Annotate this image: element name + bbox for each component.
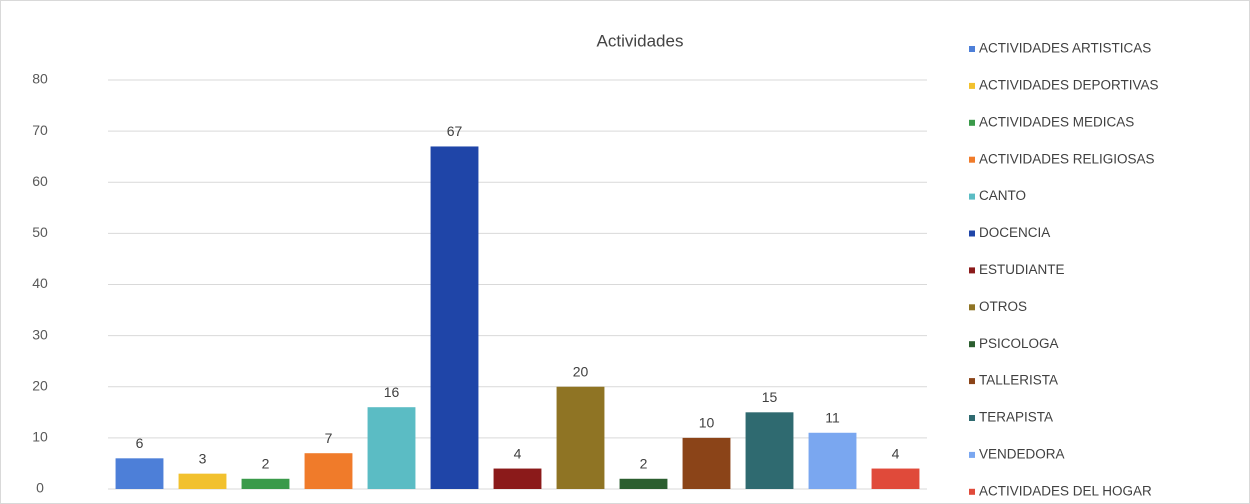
legend-swatch — [969, 378, 975, 385]
legend-label: ACTIVIDADES DEPORTIVAS — [979, 77, 1159, 92]
y-tick-label: 60 — [32, 173, 48, 189]
bar — [178, 473, 227, 489]
legend-label: OTROS — [979, 299, 1027, 314]
bar — [493, 468, 542, 489]
bar — [241, 478, 290, 489]
y-tick-label: 40 — [32, 275, 48, 291]
bar — [682, 437, 731, 489]
legend-label: ACTIVIDADES ARTISTICAS — [979, 41, 1151, 56]
bar — [115, 458, 164, 489]
y-tick-label: 30 — [32, 326, 48, 342]
legend-label: ESTUDIANTE — [979, 262, 1065, 277]
data-label: 7 — [325, 430, 333, 446]
y-tick-label: 0 — [36, 480, 44, 496]
legend-label: ACTIVIDADES MEDICAS — [979, 114, 1134, 129]
legend-label: PSICOLOGA — [979, 336, 1059, 351]
legend-label: VENDEDORA — [979, 446, 1065, 461]
legend-label: DOCENCIA — [979, 225, 1050, 240]
bar — [871, 468, 920, 489]
bar — [304, 453, 353, 489]
data-label: 11 — [825, 409, 840, 425]
data-label: 67 — [447, 123, 463, 139]
bar — [619, 478, 668, 489]
legend-swatch — [969, 193, 975, 200]
data-label: 2 — [640, 455, 648, 471]
data-label: 4 — [514, 445, 522, 461]
data-label: 6 — [136, 435, 144, 451]
y-tick-label: 70 — [32, 122, 48, 138]
bar — [430, 146, 479, 489]
legend-swatch — [969, 46, 975, 52]
legend-swatch — [969, 82, 975, 89]
legend-swatch — [969, 415, 975, 421]
y-tick-label: 10 — [32, 429, 48, 445]
data-label: 2 — [262, 455, 270, 471]
bar — [556, 386, 605, 489]
legend-label: ACTIVIDADES RELIGIOSAS — [979, 151, 1155, 166]
legend-swatch — [969, 119, 975, 126]
data-label: 10 — [699, 415, 715, 431]
data-label: 16 — [384, 384, 400, 400]
chart-title: Actividades — [597, 31, 684, 50]
legend-swatch — [969, 488, 975, 495]
legend-swatch — [969, 451, 975, 458]
legend-swatch — [969, 304, 975, 311]
bar — [367, 407, 416, 489]
legend-swatch — [969, 156, 975, 163]
legend-label: ACTIVIDADES DEL HOGAR — [979, 483, 1152, 498]
y-tick-label: 50 — [32, 224, 48, 240]
data-label: 20 — [573, 363, 589, 379]
bar — [808, 432, 857, 489]
legend-swatch — [969, 341, 975, 348]
data-label: 15 — [762, 389, 778, 405]
data-label: 3 — [199, 450, 207, 466]
data-label: 4 — [892, 445, 900, 461]
bar — [745, 412, 794, 489]
legend-label: TALLERISTA — [979, 373, 1058, 388]
legend-swatch — [969, 230, 975, 237]
y-tick-label: 20 — [32, 377, 48, 393]
y-tick-label: 80 — [32, 71, 48, 87]
legend-label: TERAPISTA — [979, 410, 1053, 425]
legend-swatch — [969, 267, 975, 274]
legend-label: CANTO — [979, 188, 1026, 203]
